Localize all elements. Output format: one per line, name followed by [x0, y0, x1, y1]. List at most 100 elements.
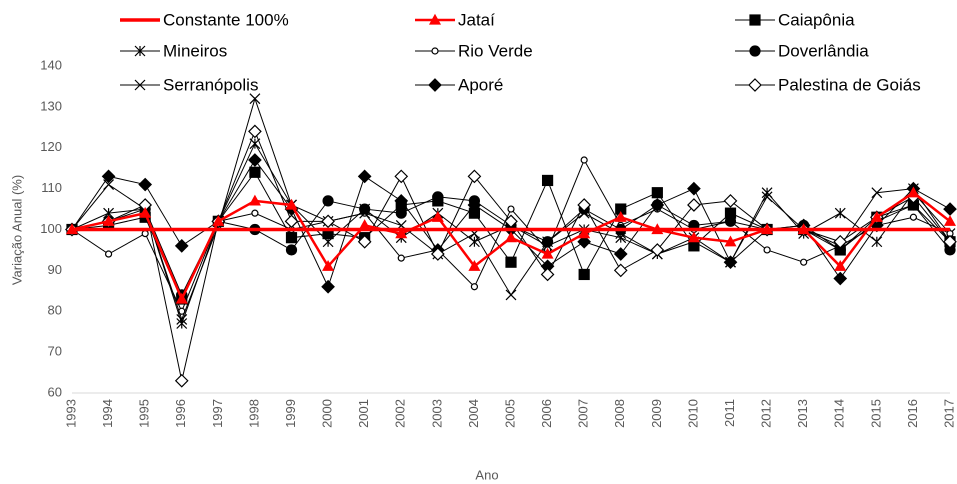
marker	[285, 244, 298, 256]
marker	[723, 255, 738, 270]
marker	[432, 191, 444, 203]
marker	[468, 236, 480, 248]
x-tick-label: 2016	[905, 399, 920, 428]
marker	[871, 236, 883, 248]
marker	[613, 263, 628, 278]
marker	[102, 215, 115, 226]
x-tick-label: 2011	[722, 399, 737, 427]
y-tick-label: 90	[48, 262, 62, 277]
x-tick-label: 1998	[246, 399, 261, 428]
marker	[577, 234, 592, 249]
marker	[504, 231, 518, 243]
marker	[174, 239, 189, 253]
x-tick-label: 2017	[941, 399, 956, 428]
marker	[650, 243, 665, 257]
marker	[357, 169, 372, 184]
x-tick-label: 2010	[685, 399, 700, 428]
marker	[138, 177, 153, 192]
x-tick-label: 2002	[393, 399, 408, 428]
marker	[650, 198, 665, 212]
y-tick-label: 100	[40, 221, 62, 236]
x-tick-label: 2008	[612, 399, 627, 428]
marker	[800, 258, 808, 266]
marker	[834, 207, 846, 219]
marker	[505, 256, 517, 268]
y-tick-label: 70	[48, 344, 62, 359]
marker	[174, 373, 189, 388]
x-tick-label: 2000	[320, 399, 335, 428]
legend-marker	[748, 78, 762, 92]
legend-marker	[749, 45, 761, 57]
marker	[321, 279, 335, 294]
marker	[505, 289, 517, 301]
marker	[394, 169, 409, 184]
marker	[321, 214, 335, 229]
marker	[540, 267, 555, 282]
marker	[431, 211, 444, 222]
x-tick-label: 1995	[137, 399, 152, 428]
x-axis-title: Ano	[475, 467, 498, 482]
marker	[504, 214, 518, 229]
marker	[763, 246, 771, 254]
legend-label: Mineiros	[163, 41, 227, 60]
legend-marker	[134, 45, 146, 57]
marker	[467, 198, 482, 212]
series	[65, 186, 957, 304]
marker	[724, 215, 737, 227]
marker	[577, 198, 592, 212]
marker	[285, 198, 298, 210]
marker	[687, 198, 701, 212]
marker	[176, 314, 188, 325]
marker	[834, 260, 847, 271]
legend-marker	[134, 79, 146, 91]
marker	[212, 215, 225, 226]
marker	[397, 254, 405, 262]
y-axis-title: Variação Anual (%)	[9, 175, 24, 285]
legend-label: Caiapônia	[778, 10, 855, 29]
marker	[723, 194, 738, 208]
legend-marker	[428, 13, 442, 25]
legend-marker	[749, 14, 761, 26]
y-tick-label: 110	[41, 180, 62, 195]
legend-label: Aporé	[458, 75, 503, 94]
marker	[578, 227, 591, 239]
x-tick-label: 1999	[283, 399, 298, 428]
marker	[248, 124, 262, 139]
x-tick-label: 2013	[795, 399, 810, 428]
x-tick-label: 2003	[429, 399, 444, 428]
marker	[541, 174, 554, 187]
marker	[467, 169, 482, 184]
marker	[284, 214, 299, 229]
marker	[249, 166, 261, 178]
legend-label: Constante 100%	[163, 10, 289, 29]
x-tick-label: 2007	[576, 399, 591, 428]
series	[65, 124, 957, 388]
marker	[687, 231, 700, 243]
marker	[322, 236, 334, 248]
x-tick-label: 2012	[759, 399, 774, 428]
marker	[578, 268, 590, 281]
marker	[651, 187, 663, 199]
legend-label: Jataí	[458, 10, 495, 29]
marker	[468, 260, 481, 271]
marker	[141, 229, 149, 238]
x-tick-label: 2015	[868, 399, 883, 428]
marker	[613, 247, 628, 261]
marker	[871, 187, 883, 199]
marker	[357, 234, 372, 249]
marker	[470, 283, 479, 291]
marker	[175, 292, 188, 304]
marker	[943, 202, 957, 216]
marker	[870, 211, 883, 222]
marker	[395, 227, 408, 239]
marker	[322, 260, 335, 271]
y-tick-label: 130	[40, 98, 62, 113]
x-tick-label: 1993	[63, 399, 78, 428]
marker	[101, 169, 116, 184]
x-tick-label: 1997	[210, 399, 225, 428]
x-tick-label: 2004	[466, 399, 481, 428]
marker	[248, 153, 262, 167]
marker	[104, 250, 113, 258]
legend-label: Rio Verde	[458, 41, 533, 60]
